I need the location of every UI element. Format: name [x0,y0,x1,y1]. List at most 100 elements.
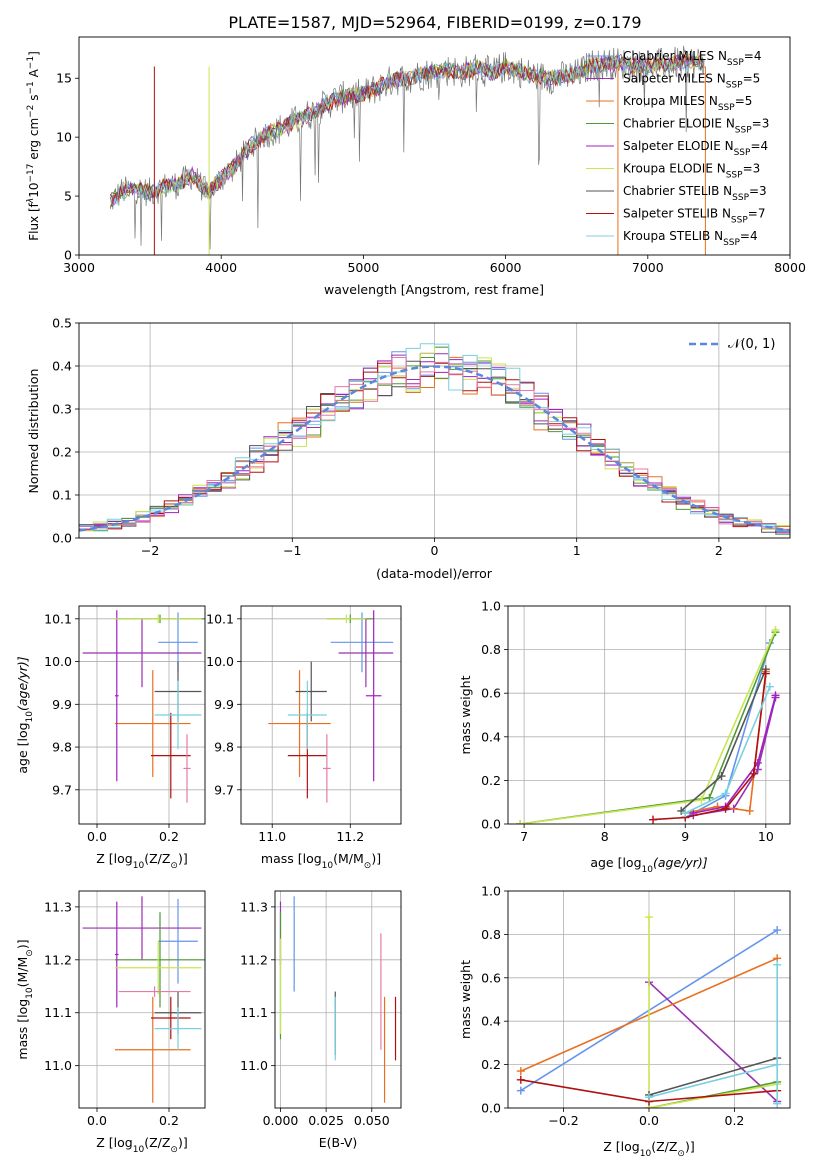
label-part: =3 [749,184,767,198]
axes-frame [240,605,402,825]
y-tick-label: 0.8 [481,642,501,657]
axes-frame [507,890,791,1109]
grid [508,605,790,825]
x-tick-label: 7000 [632,260,664,275]
x-tick-label: 10 [758,829,774,844]
mass-weight-point [771,691,780,700]
label-part: SSP [734,148,751,158]
mass-weight-point [516,1086,525,1095]
mass-weight-point [717,772,726,781]
label-part: s [27,95,41,105]
label-part: Z [log [96,851,132,866]
label-part: =4 [744,49,762,63]
label-part: (M/M [15,957,30,988]
x-tick-label: 0.0 [639,1113,659,1128]
label-part: SSP [726,171,743,181]
x-axis-label: (data-model)/error [376,566,493,581]
label-part: −1 [26,56,36,69]
label-part: 10 [322,861,334,871]
x-axis-label: wavelength [Angstrom, rest frame] [324,282,544,297]
label-part: =4 [750,139,768,153]
plot-area [109,45,706,255]
legend-entry: Salpeter MILES NSSP=5 [623,72,760,91]
mass-weight-point [645,913,653,922]
x-tick-label: 0.025 [308,1113,344,1128]
y-tick-label: 0.3 [52,402,72,417]
label-part: Z [log [603,1139,639,1154]
legend-entry: Kroupa STELIB NSSP=4 [623,229,758,248]
label-part: )] [178,1135,188,1150]
y-tick-label: 9.9 [52,697,72,712]
label-part: Salpeter STELIB N [623,207,731,221]
legend-entry: Kroupa ELODIE NSSP=3 [623,162,760,181]
legend-entry: Chabrier MILES NSSP=4 [623,49,761,68]
y-tick-label: 11.2 [44,952,72,967]
label-part: SSP [735,126,752,136]
x-tick-label: 11.2 [336,829,364,844]
mass-weight-point [645,1093,653,1102]
mass-weight-series [648,1057,778,1096]
plot-area [516,913,782,1108]
label-part: (Z/Z [144,851,170,866]
mass-weight-point [771,625,780,634]
y-tick-label: 0.0 [481,817,501,832]
label-part: ⊙ [677,1149,685,1159]
x-tick-label: 5000 [347,260,379,275]
x-tick-label: 11.0 [258,829,286,844]
residual-histogram-panel: −2 −1 0 1 2 0.0 0.1 0.2 0.3 0.4 0.5 (data-model)/er… [26,316,791,581]
x-tick-label: 7 [520,829,528,844]
label-part: (age/yr)] [653,855,708,870]
y-tick-label: 0.2 [481,773,501,788]
label-part: 10 [642,865,654,875]
x-axis-label: Z [log10(Z/Z⊙)] [603,1139,694,1159]
label-part: Salpeter ELODIE N [623,139,734,153]
mass-weight-point [516,820,525,824]
label-part: =7 [748,207,766,221]
mass-vs-extinction-panel: 0.000 0.025 0.050 11.0 11.1 11.2 11.3 E(B-V) [240,890,402,1150]
label-part: ⊙ [170,1145,178,1155]
age-vs-mass-panel: 11.0 11.2 9.7 9.8 9.9 10.0 10.1 mass [log10(M/M… [206,605,402,871]
y-tick-label: 11.1 [240,1005,268,1020]
x-tick-label: 3000 [63,260,95,275]
mass-weight-point [773,1099,782,1108]
label-part: ] [27,51,41,56]
y-tick-label: 1.0 [481,599,501,614]
mass-weight-point [773,960,782,969]
y-tick-label: 11.3 [44,899,72,914]
mass-weight-point [713,802,722,811]
label-part: age [log [590,855,641,870]
x-axis-label: E(B-V) [319,1135,358,1150]
axes-frame [78,605,206,825]
label-part: 10 [25,987,35,999]
x-tick-label: 9 [681,829,689,844]
mass-weight-series [648,917,778,1108]
label-part: (M/M [333,851,364,866]
x-axis-label: Z [log10(Z/Z⊙)] [96,851,187,871]
y-axis-label: Normed distribution [26,369,41,494]
label-part: ⊙ [170,861,178,871]
y-tick-label: 0.2 [481,1057,501,1072]
label-part: =5 [743,72,761,86]
label-part: −17 [26,164,36,183]
histogram-series [79,343,790,531]
y-axis-label: Flux [fλ10−17 erg cm−2 s−1 A−1] [26,51,41,241]
figure-title: PLATE=1587, MJD=52964, FIBERID=0199, z=0… [228,13,641,32]
label-part: SSP [718,103,735,113]
mass-weight-point [745,806,754,815]
x-axis-label: age [log10(age/yr)] [590,855,707,875]
mass-weight-point [697,796,706,805]
label-part: Chabrier STELIB N [623,184,732,198]
y-tick-label: 0.4 [481,1014,501,1029]
y-tick-label: 10.1 [44,611,72,626]
axes-frame [507,605,791,825]
mass-weight-point [681,809,690,818]
x-tick-label: 0 [431,543,439,558]
label-part: =4 [740,229,758,243]
label-part: SSP [732,193,749,203]
y-tick-label: 11.1 [44,1005,72,1020]
x-tick-label: 8 [601,829,609,844]
label-part: Chabrier MILES N [623,49,727,63]
plot-area [268,610,394,803]
model-spectrum [109,55,705,209]
